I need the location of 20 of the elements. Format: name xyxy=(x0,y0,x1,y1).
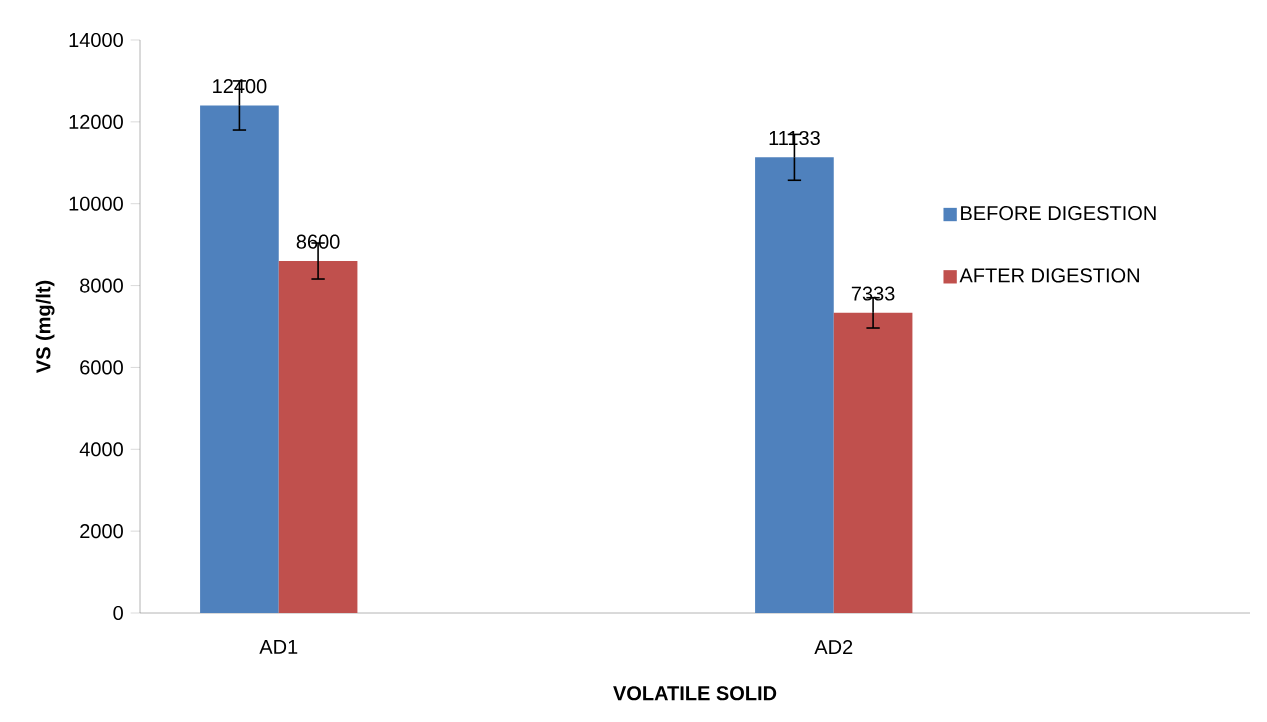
x-tick-label: AD1 xyxy=(259,639,298,654)
legend-label: BEFORE DIGESTION xyxy=(961,206,1156,221)
y-tick-label: 4000 xyxy=(79,442,123,457)
y-tick-label: 2000 xyxy=(80,524,123,539)
bar xyxy=(278,261,358,613)
bar xyxy=(755,157,834,613)
y-tick-label: 10000 xyxy=(69,196,123,211)
bar xyxy=(200,105,279,613)
data-label: 8600 xyxy=(296,234,340,249)
y-tick-label: 8000 xyxy=(80,278,123,293)
x-tick-label: AD2 xyxy=(814,639,853,654)
y-axis-title: VS (mg/lt) xyxy=(35,280,55,374)
y-tick-label: 14000 xyxy=(69,32,123,48)
y-tick-label: 0 xyxy=(113,605,123,621)
data-label: 7333 xyxy=(851,286,895,301)
legend-label: AFTER DIGESTION xyxy=(959,268,1139,283)
bar xyxy=(833,312,913,613)
x-axis-title: VOLATILE SOLID xyxy=(613,686,777,701)
y-tick-label: 12000 xyxy=(69,114,123,129)
y-tick-label: 6000 xyxy=(80,360,123,375)
